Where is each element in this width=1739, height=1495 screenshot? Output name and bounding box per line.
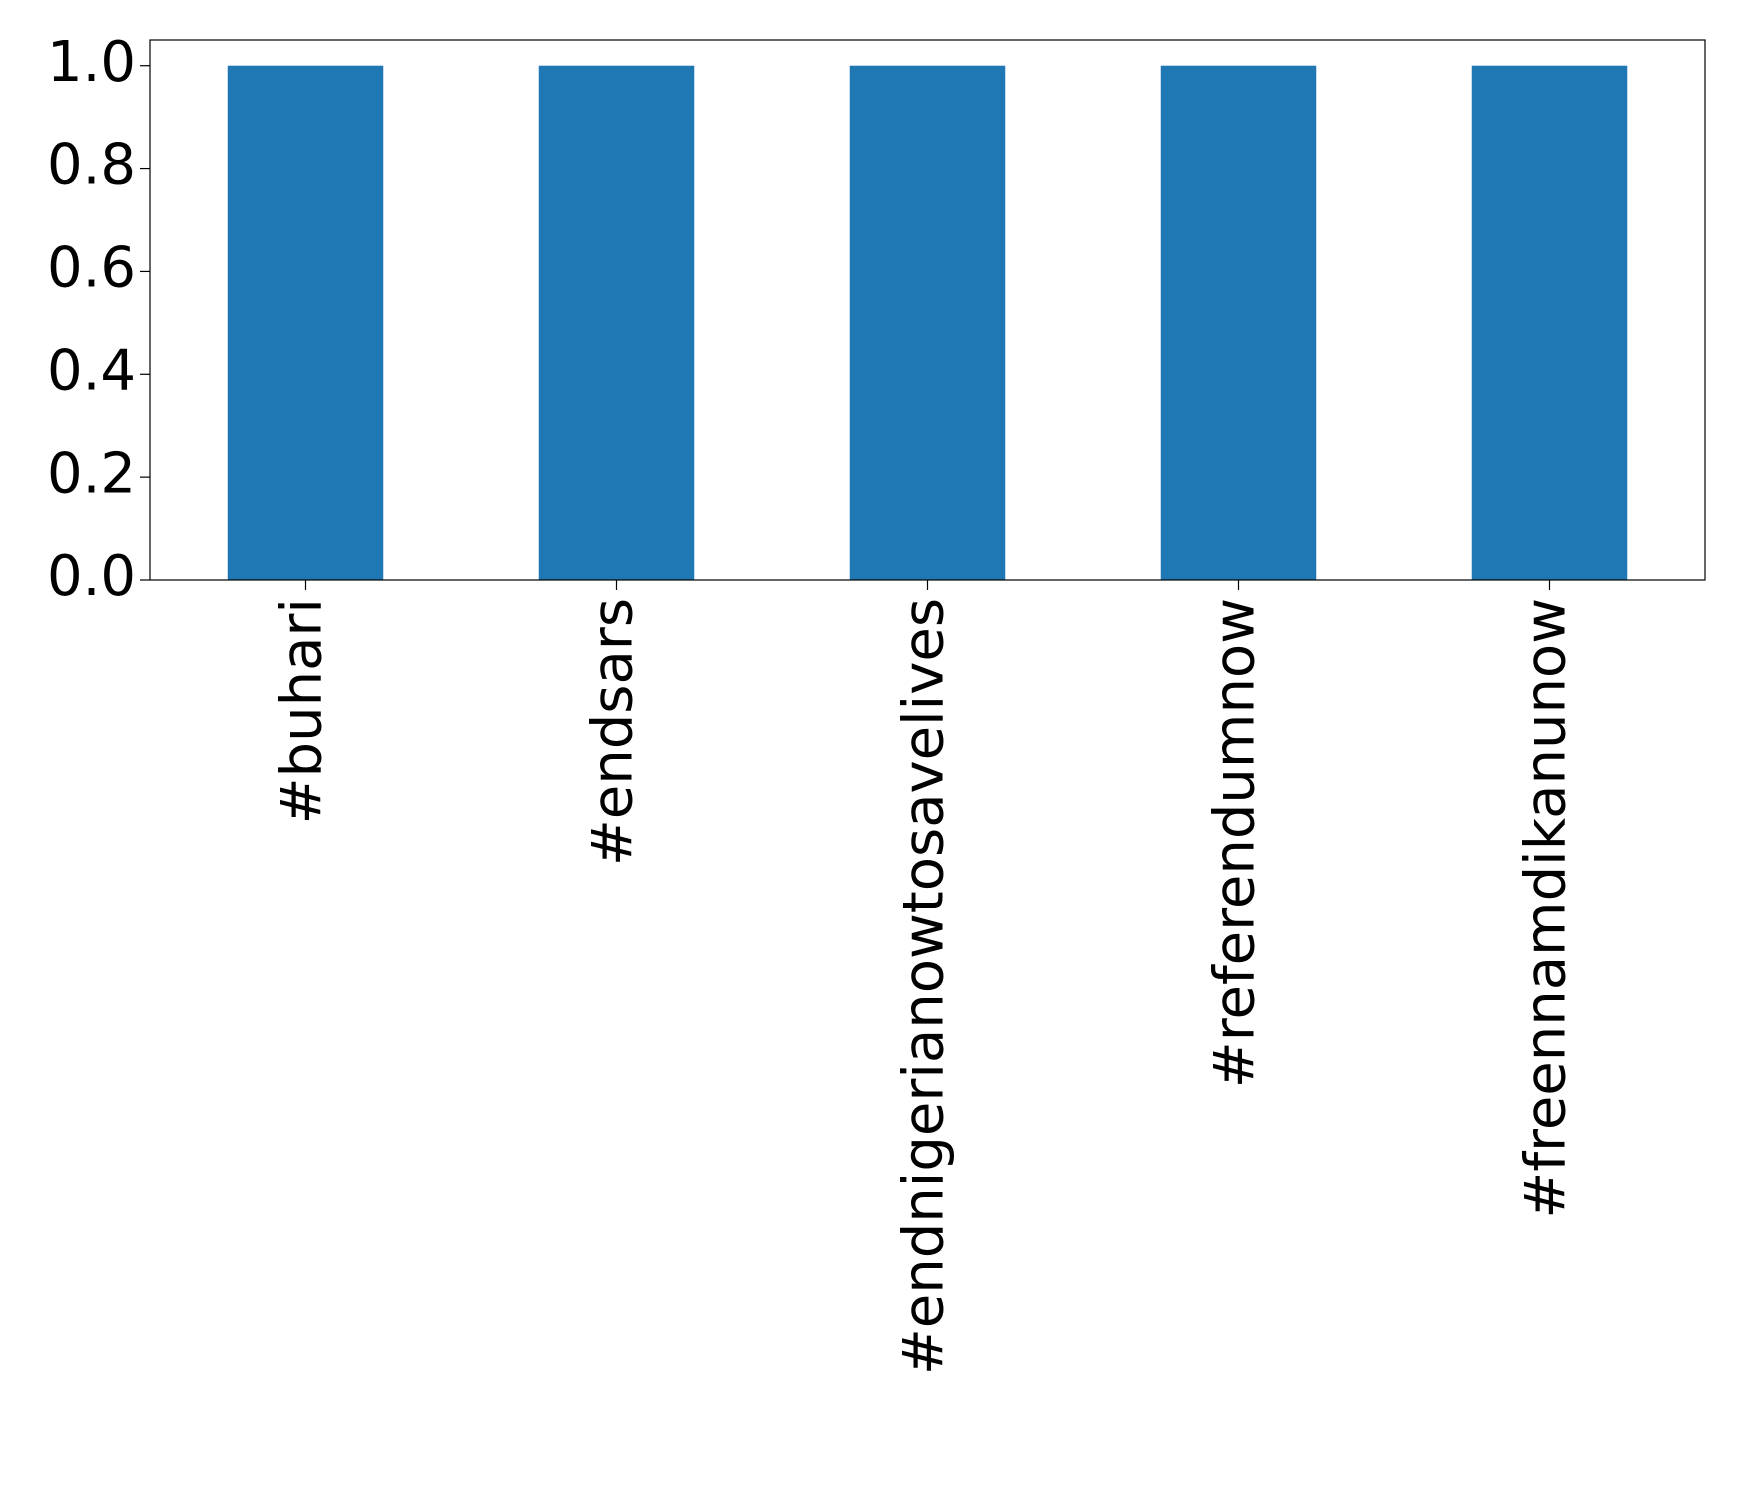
y-axis: 0.0 0.2 0.4 0.6 0.8 1.0: [47, 30, 150, 609]
bar: [538, 65, 695, 580]
x-tick-label: #freennamdikanunow: [1514, 598, 1579, 1219]
x-tick-label: #endnigerianowtosavelives: [892, 598, 957, 1375]
y-tick-label: 0.4: [47, 338, 136, 403]
bar: [1471, 65, 1628, 580]
bar: [227, 65, 384, 580]
y-tick-label: 0.0: [47, 544, 136, 609]
y-tick-label: 1.0: [47, 30, 136, 95]
x-tick-label: #endsars: [581, 598, 646, 866]
y-tick-label: 0.8: [47, 133, 136, 198]
y-tick-label: 0.6: [47, 236, 136, 301]
x-tick-label: #buhari: [270, 598, 335, 824]
x-tick-label: #referendumnow: [1203, 598, 1268, 1088]
bars-group: [227, 65, 1628, 580]
bar: [849, 65, 1006, 580]
bar: [1160, 65, 1317, 580]
x-axis: #buhari #endsars #endnigerianowtosavelives…: [270, 580, 1579, 1375]
y-tick-label: 0.2: [47, 441, 136, 506]
